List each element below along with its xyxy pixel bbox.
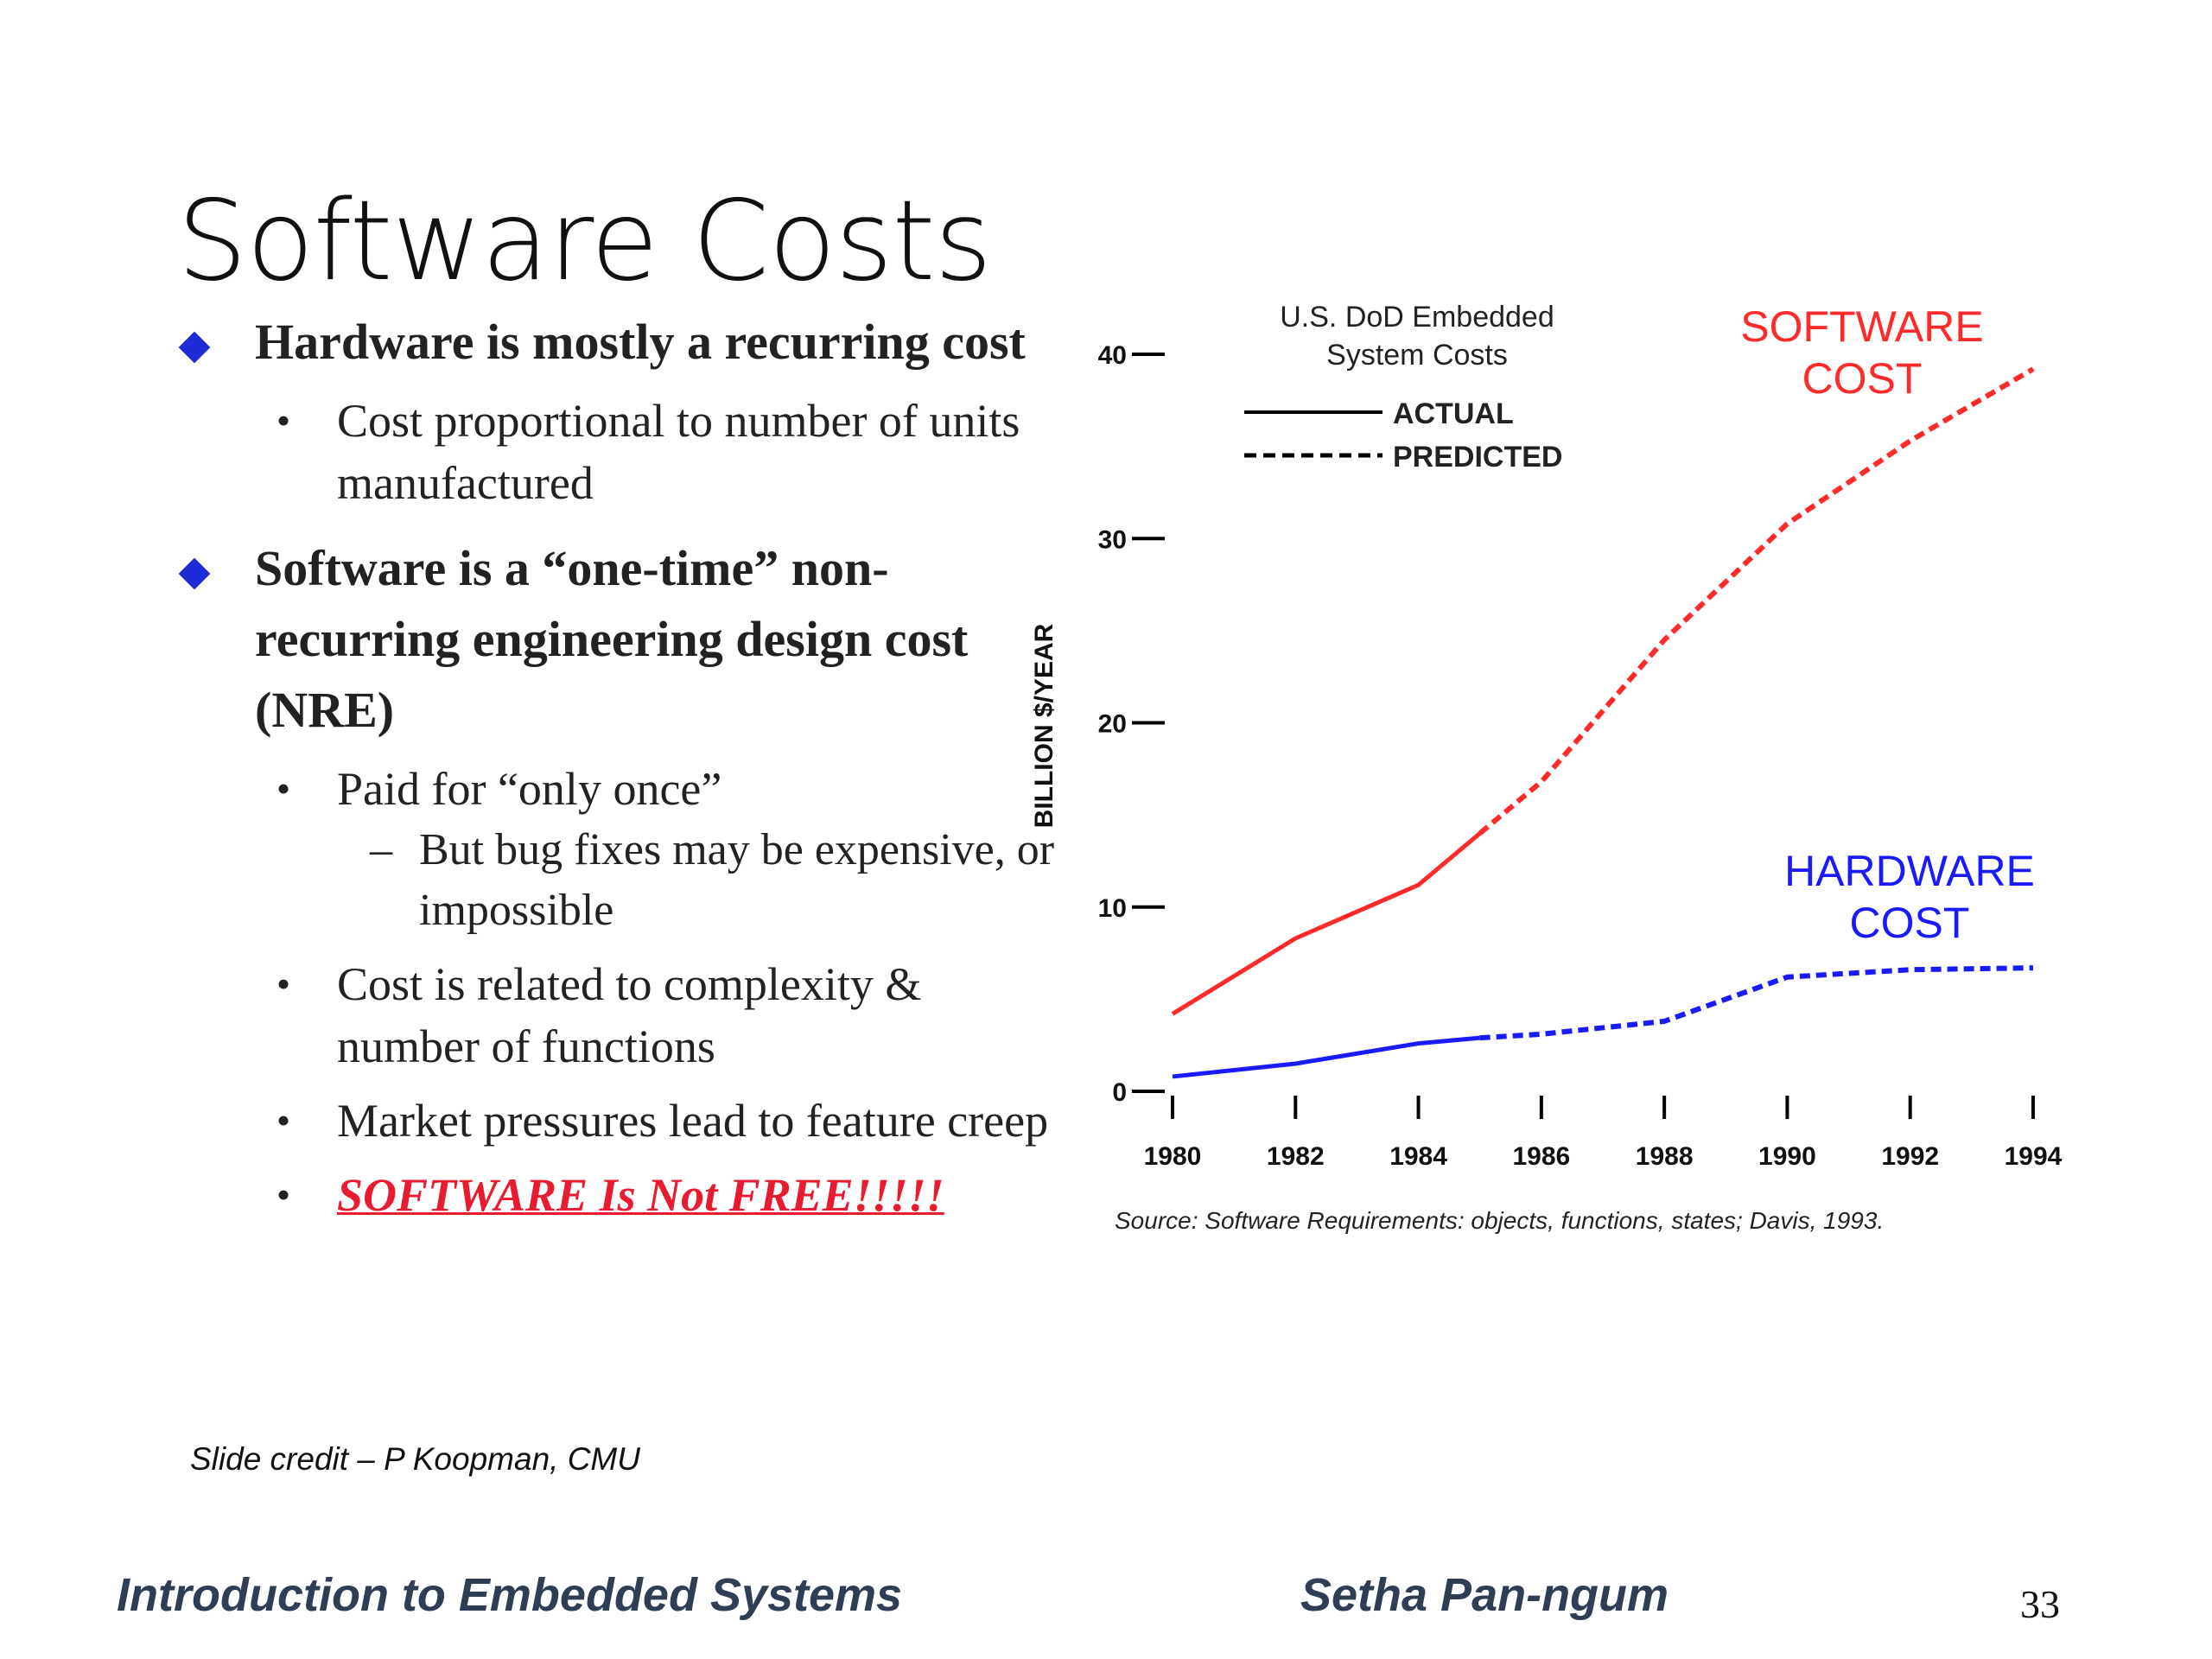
sub-bullet-not-free: • SOFTWARE Is Not FREE!!!!!	[173, 1164, 1063, 1226]
hardware-cost-actual-line	[1172, 1035, 1480, 1079]
hardware-cost-label-line-1: HARDWARE	[1784, 847, 2035, 895]
software-cost-actual-line	[1171, 831, 1482, 1016]
sub-bullet-feature-creep: • Market pressures lead to feature creep	[173, 1090, 1063, 1152]
bullet-hardware: Hardware is mostly a recurring cost	[173, 307, 1063, 378]
x-tick-label: 1994	[2005, 1142, 2063, 1171]
chart-source: Source: Software Requirements: objects, …	[1115, 1207, 1884, 1234]
bullet-software-text: Software is a “one-time” non-recurring e…	[255, 540, 969, 738]
slide-title: Software Costs	[177, 177, 992, 306]
slide-credit: Slide credit – P Koopman, CMU	[190, 1441, 640, 1477]
dot-bullet-icon: •	[276, 398, 291, 442]
bullet-software: Software is a “one-time” non-recurring e…	[173, 533, 1063, 746]
dot-bullet-icon: •	[276, 1173, 291, 1217]
y-tick-label: 30	[1098, 525, 1127, 554]
x-tick-label: 1984	[1389, 1142, 1447, 1171]
y-tick-label: 0	[1112, 1078, 1127, 1107]
x-tick-label: 1980	[1144, 1142, 1202, 1171]
sub-bullet-complexity: • Cost is related to complexity & number…	[173, 953, 1063, 1077]
x-tick-label: 1982	[1267, 1142, 1325, 1171]
y-tick-label: 10	[1098, 894, 1127, 923]
dot-bullet-icon: •	[276, 1098, 291, 1142]
sub-bullet-feature-creep-text: Market pressures lead to feature creep	[337, 1095, 1049, 1147]
footer-author: Setha Pan-ngum	[1300, 1569, 1669, 1621]
sub-bullet-paid-once-text: Paid for “only once”	[337, 763, 722, 815]
sub-bullet-complexity-text: Cost is related to complexity & number o…	[337, 958, 922, 1072]
sub-bullet-units: • Cost proportional to number of units m…	[173, 390, 1063, 514]
sub-sub-bullet-bug-fixes: – But bug fixes may be expensive, or imp…	[173, 820, 1063, 941]
software-cost-label-line-2: COST	[1802, 354, 1923, 403]
y-tick-label: 40	[1098, 341, 1127, 370]
bullet-hardware-text: Hardware is mostly a recurring cost	[255, 314, 1026, 370]
x-tick-label: 1992	[1881, 1142, 1939, 1171]
hardware-cost-predicted-line	[1479, 965, 2034, 1041]
legend-actual-label: ACTUAL	[1393, 397, 1514, 430]
x-tick-label: 1988	[1636, 1142, 1694, 1171]
dash-bullet-icon: –	[370, 825, 392, 874]
dot-bullet-icon: •	[276, 766, 291, 810]
y-axis-label: BILLION $/YEAR	[1030, 623, 1058, 828]
x-axis: 1980 1982 1984 1986 1988 1990 1992 1994	[1144, 1096, 2063, 1171]
sub-bullet-units-text: Cost proportional to number of units man…	[337, 395, 1020, 509]
sub-sub-bullet-bug-fixes-text: But bug fixes may be expensive, or impos…	[419, 825, 1055, 935]
y-axis: 0 10 20 30 40	[1098, 341, 1165, 1107]
x-tick-label: 1990	[1758, 1142, 1816, 1171]
series-layer	[1171, 366, 2035, 1079]
dot-bullet-icon: •	[276, 962, 291, 1006]
software-cost-predicted-line	[1478, 366, 2035, 836]
x-tick-label: 1986	[1512, 1142, 1570, 1171]
sub-bullet-paid-once: • Paid for “only once”	[173, 758, 1063, 820]
legend-predicted-label: PREDICTED	[1393, 441, 1562, 474]
chart-title-line-2: System Costs	[1326, 339, 1508, 372]
software-cost-label-line-1: SOFTWARE	[1740, 302, 1983, 351]
hardware-cost-label-line-2: COST	[1850, 899, 1970, 947]
page-number: 33	[2020, 1582, 2060, 1626]
chart-title-line-1: U.S. DoD Embedded	[1280, 301, 1554, 334]
y-tick-label: 20	[1098, 710, 1127, 739]
sub-bullet-not-free-text: SOFTWARE Is Not FREE!!!!!	[337, 1169, 944, 1221]
footer-course-title: Introduction to Embedded Systems	[117, 1569, 903, 1621]
bullet-list: Hardware is mostly a recurring cost • Co…	[173, 307, 1063, 1226]
